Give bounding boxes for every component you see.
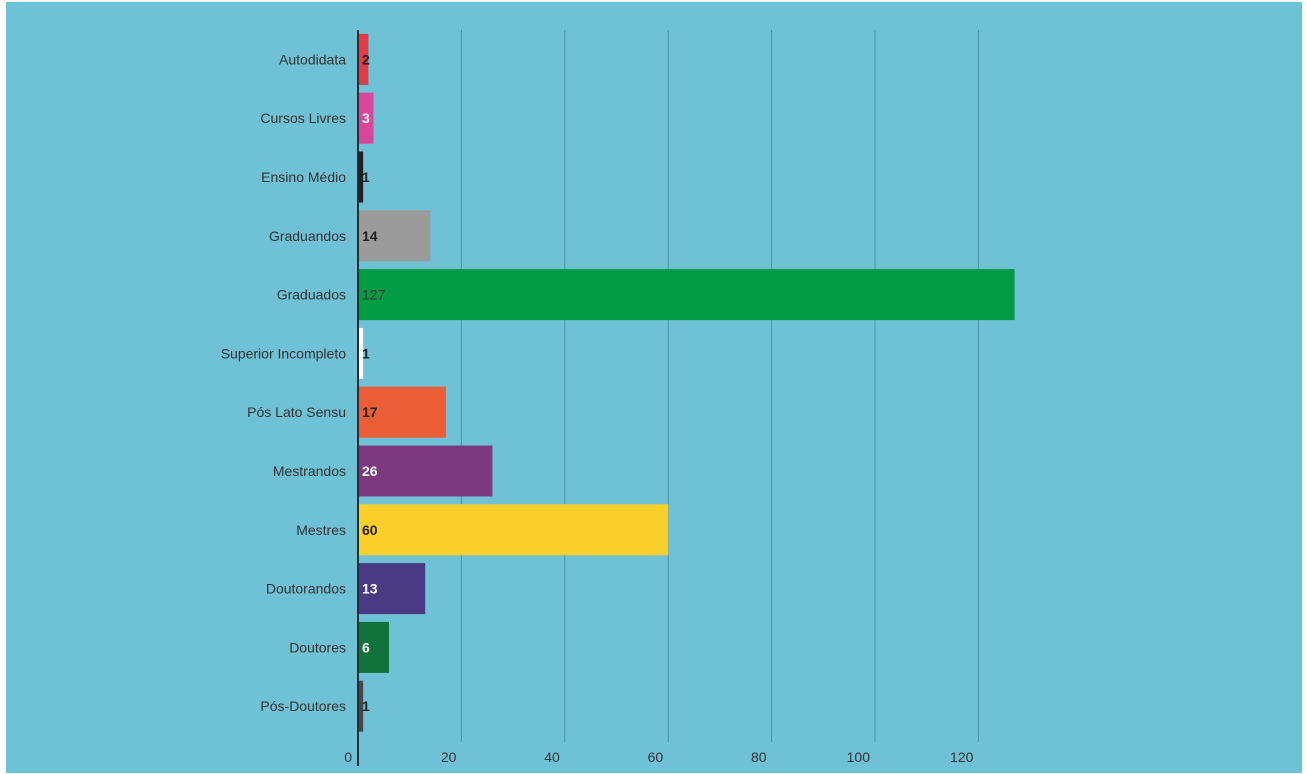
chart-background	[6, 2, 1302, 773]
category-label-superior-incompleto: Superior Incompleto	[221, 345, 347, 361]
bar-pos-lato-sensu	[358, 386, 446, 438]
category-label-pos-lato-sensu: Pós Lato Sensu	[247, 404, 346, 420]
data-label-autodidata: 2	[362, 51, 370, 67]
bar-mestrandos	[358, 445, 493, 497]
data-label-pos-lato-sensu: 17	[362, 404, 378, 420]
data-label-cursos-livres: 3	[362, 110, 370, 126]
category-label-doutores: Doutores	[289, 639, 346, 655]
data-label-superior-incompleto: 1	[362, 345, 370, 361]
bar-doutorandos	[358, 563, 426, 615]
category-label-mestres: Mestres	[296, 522, 346, 538]
bar-mestres	[358, 504, 669, 556]
category-label-graduados: Graduados	[277, 287, 346, 303]
x-tick-label-100: 100	[847, 749, 871, 765]
data-label-ensino-medio: 1	[362, 169, 370, 185]
data-label-graduandos: 14	[362, 228, 378, 244]
data-label-pos-doutores: 1	[362, 698, 370, 714]
data-label-mestres: 60	[362, 522, 378, 538]
bar-pos-doutores	[358, 680, 364, 732]
category-label-mestrandos: Mestrandos	[273, 463, 346, 479]
x-tick-label-20: 20	[441, 749, 457, 765]
bar-graduados	[358, 269, 1015, 321]
data-label-graduados: 127	[362, 287, 386, 303]
bar-superior-incompleto	[358, 327, 364, 379]
x-tick-label-40: 40	[544, 749, 560, 765]
data-label-doutorandos: 13	[362, 581, 378, 597]
x-tick-label-120: 120	[950, 749, 974, 765]
data-label-doutores: 6	[362, 639, 370, 655]
bar-graduandos	[358, 210, 431, 262]
x-tick-label-0: 0	[344, 749, 352, 765]
bar-autodidata	[358, 33, 369, 85]
category-label-ensino-medio: Ensino Médio	[261, 169, 346, 185]
category-label-pos-doutores: Pós-Doutores	[260, 698, 346, 714]
category-label-doutorandos: Doutorandos	[266, 581, 346, 597]
category-label-cursos-livres: Cursos Livres	[260, 110, 346, 126]
x-tick-label-80: 80	[751, 749, 767, 765]
bar-ensino-medio	[358, 151, 364, 203]
category-label-autodidata: Autodidata	[279, 51, 346, 67]
data-label-mestrandos: 26	[362, 463, 378, 479]
category-label-graduandos: Graduandos	[269, 228, 346, 244]
bar-cursos-livres	[358, 92, 374, 144]
bar-doutores	[358, 621, 390, 673]
x-tick-label-60: 60	[648, 749, 664, 765]
